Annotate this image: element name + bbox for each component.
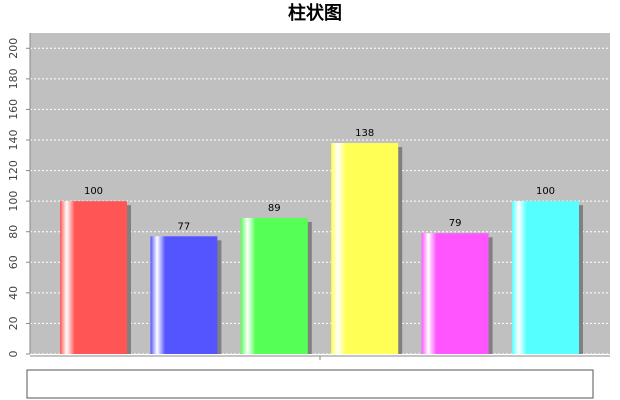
y-tick-label: 200 <box>7 38 20 59</box>
value-label: 138 <box>355 128 374 139</box>
value-label: 89 <box>268 203 281 214</box>
y-tick-label: 60 <box>7 255 20 269</box>
legend <box>26 369 594 399</box>
bar <box>512 201 579 354</box>
value-label: 100 <box>84 186 103 197</box>
value-label: 77 <box>178 221 191 232</box>
y-tick-label: 0 <box>7 351 20 358</box>
y-tick-label: 180 <box>7 68 20 89</box>
bar <box>240 217 308 354</box>
y-tick-label: 160 <box>7 99 20 120</box>
y-tick-label: 100 <box>7 191 20 212</box>
value-label: 100 <box>536 186 555 197</box>
bar <box>421 233 489 354</box>
y-tick-label: 140 <box>7 130 20 151</box>
bar <box>150 236 218 354</box>
bar <box>60 201 127 354</box>
value-label: 79 <box>449 218 462 229</box>
y-tick-label: 40 <box>7 286 20 300</box>
y-tick-label: 20 <box>7 316 20 330</box>
y-tick-label: 120 <box>7 160 20 181</box>
bar <box>331 143 399 354</box>
y-tick-label: 80 <box>7 225 20 239</box>
chart-title: 柱状图 <box>288 2 342 24</box>
